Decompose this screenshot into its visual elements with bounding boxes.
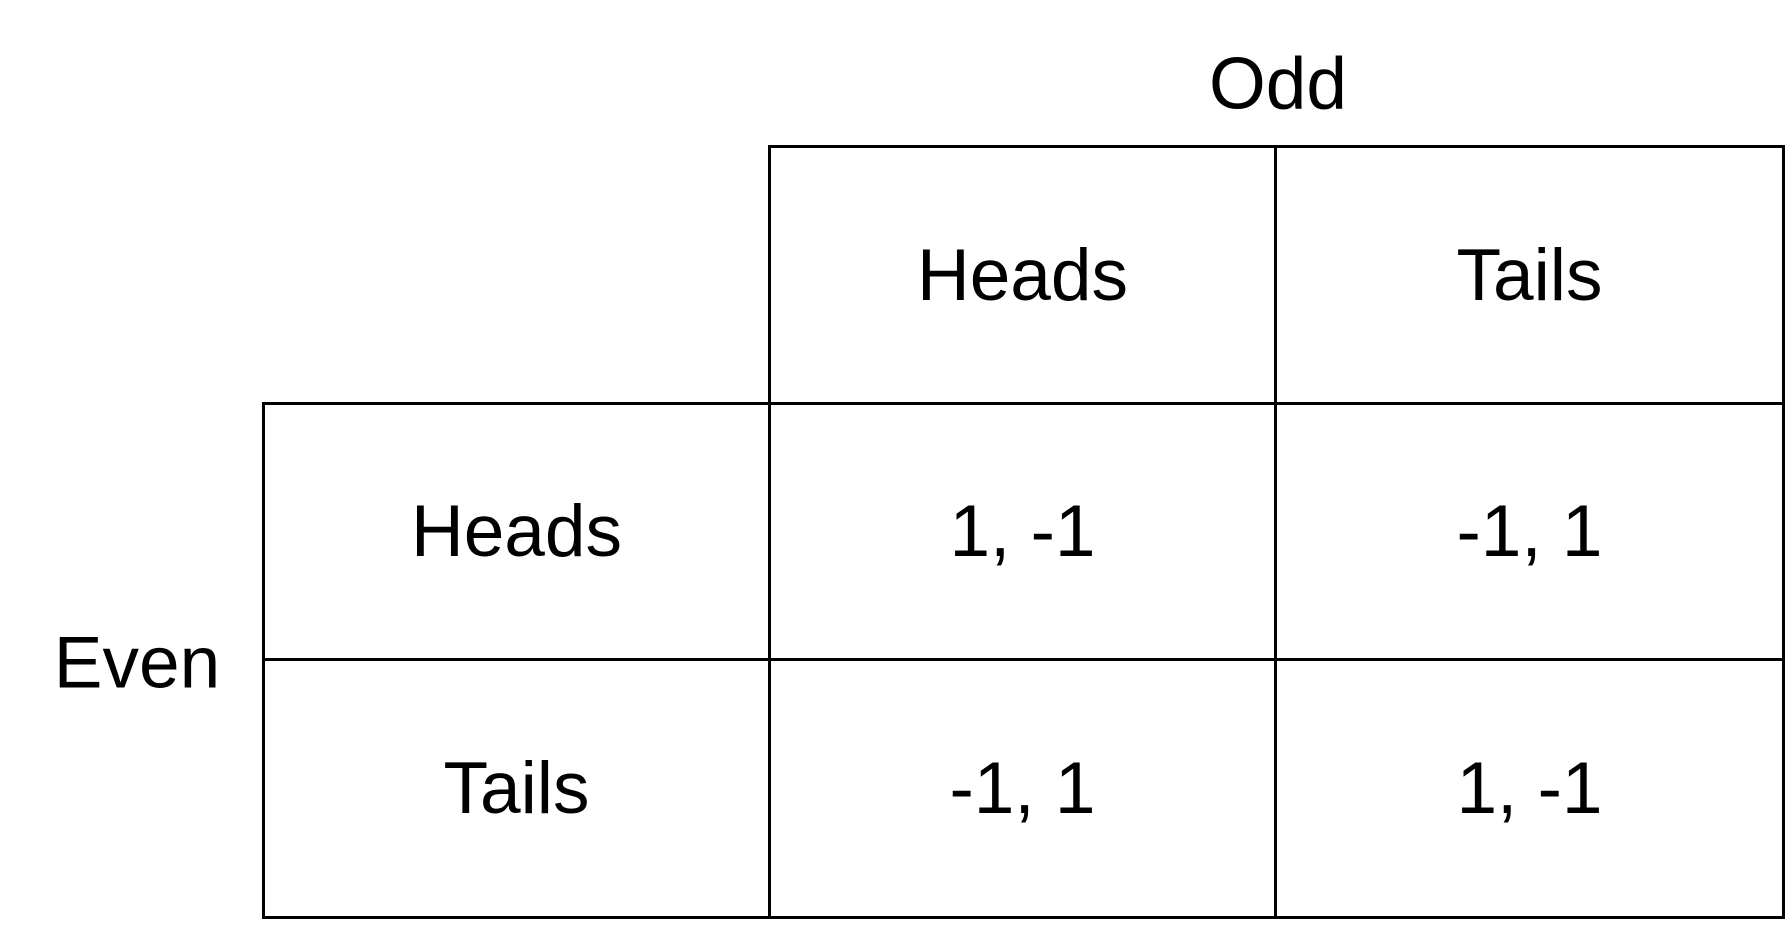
column-player-label: Odd bbox=[1209, 43, 1347, 125]
column-header-tails: Tails bbox=[1274, 145, 1785, 405]
payoff-value: -1, 1 bbox=[949, 748, 1096, 829]
row-header-label: Tails bbox=[443, 748, 590, 829]
column-header-label: Heads bbox=[916, 234, 1128, 316]
payoff-value: 1, -1 bbox=[949, 491, 1096, 572]
row-header-heads: Heads bbox=[262, 402, 771, 661]
payoff-cell-heads-heads: 1, -1 bbox=[768, 402, 1277, 661]
row-player-label: Even bbox=[53, 622, 221, 704]
payoff-value: -1, 1 bbox=[1456, 491, 1603, 572]
column-header-heads: Heads bbox=[768, 145, 1277, 405]
payoff-cell-tails-tails: 1, -1 bbox=[1274, 658, 1785, 919]
row-header-tails: Tails bbox=[262, 658, 771, 919]
payoff-cell-heads-tails: -1, 1 bbox=[1274, 402, 1785, 661]
payoff-value: 1, -1 bbox=[1456, 748, 1603, 829]
row-header-label: Heads bbox=[410, 491, 622, 572]
column-header-label: Tails bbox=[1456, 234, 1603, 316]
payoff-cell-tails-heads: -1, 1 bbox=[768, 658, 1277, 919]
